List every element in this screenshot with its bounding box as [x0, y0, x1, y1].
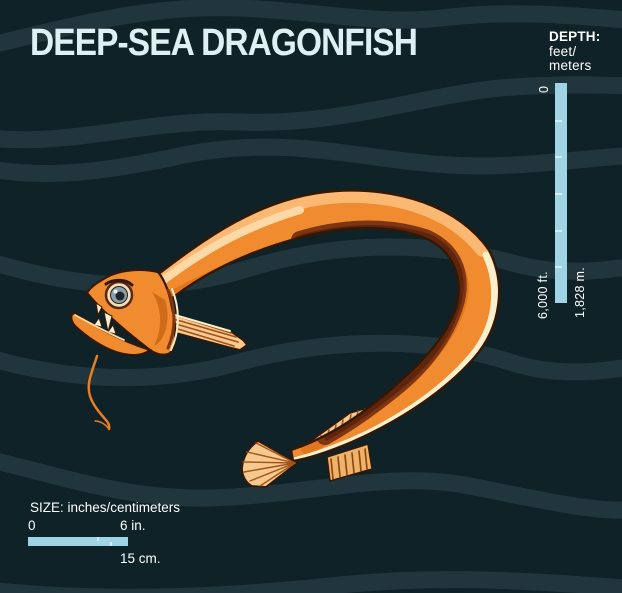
size-ruler-tick	[110, 542, 112, 546]
depth-unit-meters: meters	[549, 58, 592, 73]
depth-meters-label: 1,828 m.	[573, 266, 587, 318]
depth-ruler-tick	[555, 156, 562, 159]
page-title: DEEP-SEA DRAGONFISH	[30, 22, 418, 64]
pectoral-fin	[161, 312, 249, 351]
size-zero-label: 0	[28, 518, 36, 533]
anal-fin	[326, 443, 373, 482]
depth-legend: DEPTH: feet/ meters	[549, 29, 601, 74]
depth-zero-label: 0	[537, 85, 551, 93]
depth-ruler-tick	[555, 229, 562, 232]
size-inches-label: 6 in.	[120, 518, 146, 533]
depth-ruler-tick	[555, 193, 562, 195]
fish-head	[70, 268, 179, 431]
eye	[104, 278, 134, 310]
size-cm-label: 15 cm.	[120, 551, 161, 566]
depth-feet-label: 6,000 ft.	[536, 271, 550, 319]
depth-ruler-tick	[555, 266, 562, 269]
size-ruler-bar	[28, 537, 128, 546]
caudal-fin	[241, 439, 299, 488]
depth-ruler-bar	[555, 83, 567, 303]
size-heading: SIZE: inches/centimeters	[30, 500, 181, 515]
chin-barbel	[87, 354, 111, 431]
size-ruler-tick	[97, 537, 99, 541]
depth-ruler-tick	[555, 119, 562, 122]
depth-heading: DEPTH:	[549, 29, 601, 44]
depth-unit-feet: feet/	[549, 43, 577, 59]
